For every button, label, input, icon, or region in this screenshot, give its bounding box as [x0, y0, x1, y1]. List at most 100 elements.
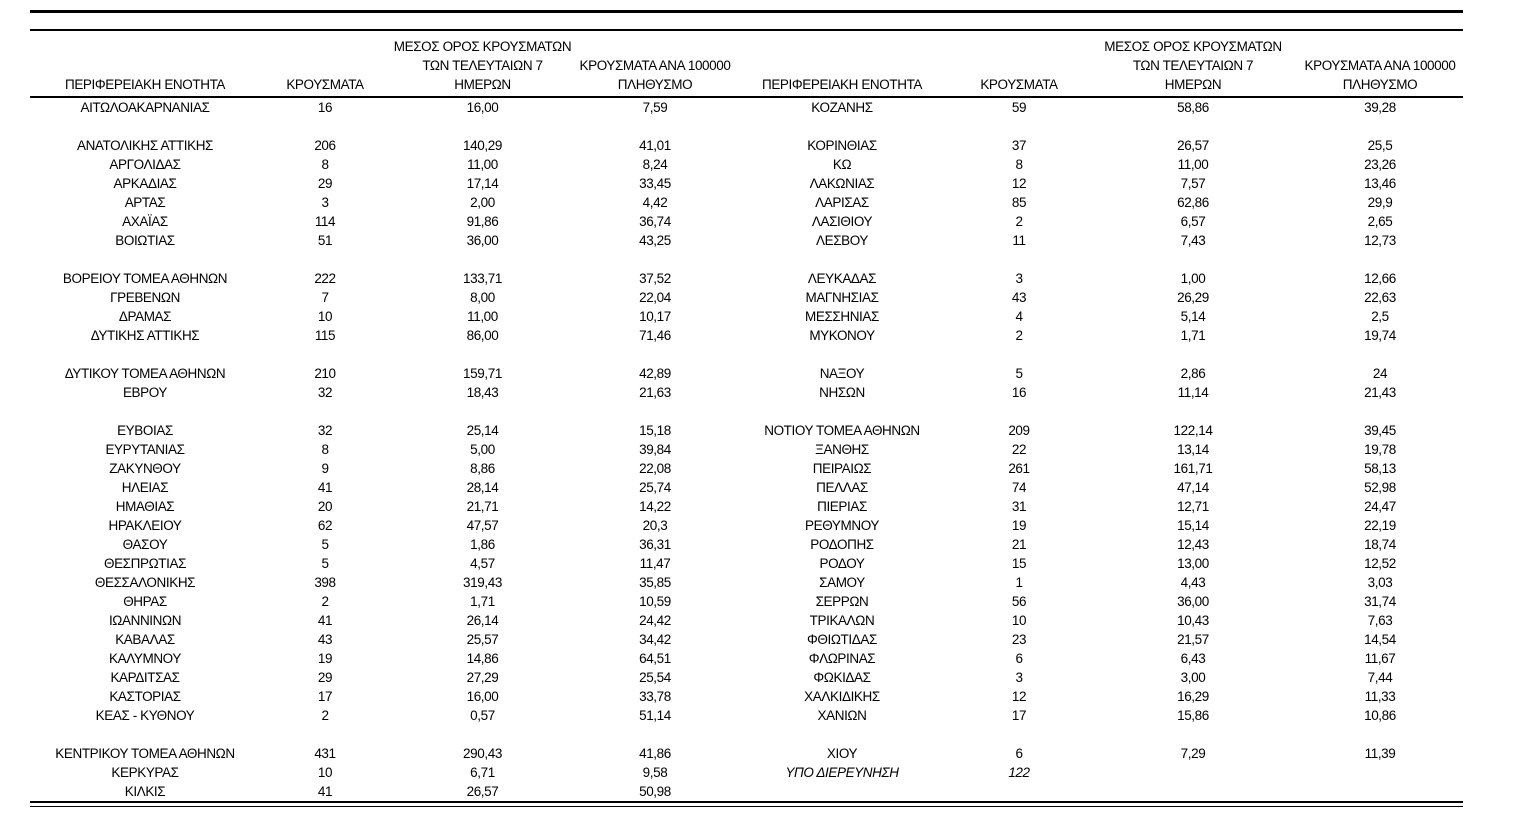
left-region-cell: ΚΕΡΚΥΡΑΣ [111, 765, 179, 780]
right-region-cell: ΚΩ [832, 157, 852, 172]
left-avg7-cell: 140,29 [463, 138, 502, 153]
right-avg7-cell: 47,14 [1177, 480, 1209, 495]
right-region-cell: ΦΩΚΙΔΑΣ [813, 670, 871, 685]
left-avg7-cell: 133,71 [463, 271, 502, 286]
left-cases-cell: 41 [317, 480, 333, 495]
right-cases-cell [949, 250, 1089, 269]
header-per100k-right: ΚΡΟΥΣΜΑΤΑ ΑΝΑ 100000 ΠΛΗΘΥΣΜΟ [1297, 31, 1463, 98]
left-avg7-cell: 16,00 [466, 689, 499, 704]
right-per100k-cell: 2,5 [1371, 309, 1389, 324]
table-row: ΗΛΕΙΑΣ 41 28,14 25,74 ΠΕΛΛΑΣ 74 47,14 52,98 [30, 478, 1463, 497]
left-per100k-cell: 33,78 [639, 689, 671, 704]
left-avg7-cell: 11,00 [467, 157, 498, 172]
left-per100k-cell: 10,17 [639, 309, 671, 324]
left-avg7-cell [390, 117, 575, 136]
header-avg7-left-line3: ΗΜΕΡΩΝ [454, 77, 511, 92]
left-per100k-cell [575, 725, 735, 744]
right-region-cell: ΤΡΙΚΑΛΩΝ [809, 613, 875, 628]
left-cases-cell: 17 [317, 689, 333, 704]
left-cases-cell: 19 [317, 651, 333, 666]
right-region-cell: ΚΟΡΙΝΘΙΑΣ [807, 138, 877, 153]
left-avg7-cell: 11,00 [467, 309, 498, 324]
right-per100k-cell [1297, 117, 1463, 136]
left-region-cell [30, 725, 260, 744]
table-row [30, 250, 1463, 269]
right-per100k-cell: 10,86 [1364, 708, 1396, 723]
left-avg7-cell: 159,71 [463, 366, 502, 381]
right-region-cell: ΡΟΔΟΠΗΣ [810, 537, 874, 552]
left-avg7-cell [390, 250, 575, 269]
right-region-cell: ΧΑΛΚΙΔΙΚΗΣ [804, 689, 880, 704]
right-region-cell: ΣΑΜΟΥ [819, 575, 865, 590]
right-cases-cell: 59 [1011, 100, 1027, 115]
right-avg7-cell: 12,43 [1177, 537, 1209, 552]
left-per100k-cell: 34,42 [639, 632, 671, 647]
right-avg7-cell: 15,86 [1177, 708, 1209, 723]
right-cases-cell: 5 [1015, 366, 1023, 381]
right-avg7-cell: 4,43 [1180, 575, 1206, 590]
left-region-cell: ΘΗΡΑΣ [123, 594, 167, 609]
right-cases-cell: 56 [1011, 594, 1027, 609]
header-cases-right-label: ΚΡΟΥΣΜΑΤΑ [980, 77, 1058, 92]
table-header-row: ΠΕΡΙΦΕΡΕΙΑΚΗ ΕΝΟΤΗΤΑ ΚΡΟΥΣΜΑΤΑ ΜΕΣΟΣ ΟΡΟ… [30, 31, 1463, 98]
right-per100k-cell: 31,74 [1364, 594, 1396, 609]
right-avg7-cell [1089, 725, 1297, 744]
right-region-cell: ΝΑΞΟΥ [819, 366, 865, 381]
left-per100k-cell: 50,98 [639, 784, 671, 799]
right-cases-cell: 17 [1011, 708, 1027, 723]
right-cases-cell: 1 [1015, 575, 1023, 590]
right-region-cell: ΠΕΛΛΑΣ [816, 480, 868, 495]
left-avg7-cell: 25,14 [466, 423, 499, 438]
right-avg7-cell [1089, 250, 1297, 269]
table-row: ΓΡΕΒΕΝΩΝ 7 8,00 22,04 ΜΑΓΝΗΣΙΑΣ 43 26,29 22,63 [30, 288, 1463, 307]
left-cases-cell: 7 [321, 290, 329, 305]
left-cases-cell: 9 [321, 461, 329, 476]
left-per100k-cell: 36,31 [639, 537, 671, 552]
left-per100k-cell: 10,59 [639, 594, 671, 609]
left-per100k-cell: 43,25 [639, 233, 671, 248]
right-per100k-cell: 21,43 [1364, 385, 1396, 400]
right-cases-cell: 85 [1011, 195, 1027, 210]
left-avg7-cell: 0,57 [470, 708, 495, 723]
left-avg7-cell: 91,86 [466, 214, 499, 229]
right-region-cell: ΜΕΣΣΗΝΙΑΣ [805, 309, 879, 324]
right-per100k-cell: 25,5 [1367, 138, 1393, 153]
left-cases-cell: 16 [317, 100, 333, 115]
right-cases-cell: 21 [1011, 537, 1027, 552]
right-avg7-cell [1089, 117, 1297, 136]
left-region-cell: ΑΡΚΑΔΙΑΣ [113, 176, 177, 191]
left-per100k-cell: 71,46 [639, 328, 671, 343]
right-region-cell: ΥΠΟ ΔΙΕΡΕΥΝΗΣΗ [785, 765, 899, 780]
left-cases-cell: 210 [314, 366, 336, 381]
table-row: ΚΑΡΔΙΤΣΑΣ 29 27,29 25,54 ΦΩΚΙΔΑΣ 3 3,00 7,44 [30, 668, 1463, 687]
right-per100k-cell: 12,52 [1364, 556, 1396, 571]
right-per100k-cell [1297, 250, 1463, 269]
header-region-right: ΠΕΡΙΦΕΡΕΙΑΚΗ ΕΝΟΤΗΤΑ [735, 31, 949, 98]
right-per100k-cell [1297, 763, 1463, 782]
header-avg7-right-line1: ΜΕΣΟΣ ΟΡΟΣ ΚΡΟΥΣΜΑΤΩΝ [1104, 39, 1282, 54]
left-region-cell: ΚΕΝΤΡΙΚΟΥ ΤΟΜΕΑ ΑΘΗΝΩΝ [55, 746, 235, 761]
right-region-cell: ΛΑΣΙΘΙΟΥ [811, 214, 873, 229]
left-region-cell: ΕΒΡΟΥ [122, 385, 168, 400]
left-cases-cell: 222 [314, 271, 336, 286]
right-region-cell [735, 345, 949, 364]
right-avg7-cell: 62,86 [1177, 195, 1209, 210]
table-row: ΔΡΑΜΑΣ 10 11,00 10,17 ΜΕΣΣΗΝΙΑΣ 4 5,14 2,5 [30, 307, 1463, 326]
left-cases-cell: 3 [321, 195, 329, 210]
right-avg7-cell: 7,57 [1180, 176, 1206, 191]
right-cases-cell: 261 [1008, 461, 1030, 476]
left-region-cell: ΗΡΑΚΛΕΙΟΥ [108, 518, 182, 533]
right-cases-cell: 11 [1012, 233, 1026, 248]
table-row: ΚΑΣΤΟΡΙΑΣ 17 16,00 33,78 ΧΑΛΚΙΔΙΚΗΣ 12 16,29 11… [30, 687, 1463, 706]
right-per100k-cell: 22,63 [1364, 290, 1396, 305]
left-per100k-cell: 14,22 [639, 499, 671, 514]
right-region-cell: ΧΑΝΙΩΝ [817, 708, 867, 723]
left-cases-cell: 2 [321, 594, 329, 609]
header-per100k-right-line1: ΚΡΟΥΣΜΑΤΑ ΑΝΑ 100000 [1304, 58, 1456, 73]
left-region-cell: ΑΝΑΤΟΛΙΚΗΣ ΑΤΤΙΚΗΣ [76, 138, 214, 153]
left-avg7-cell: 27,29 [466, 670, 499, 685]
right-region-cell: ΠΕΙΡΑΙΩΣ [812, 461, 872, 476]
right-region-cell: ΜΥΚΟΝΟΥ [809, 328, 875, 343]
header-cases-right: ΚΡΟΥΣΜΑΤΑ [949, 31, 1089, 98]
